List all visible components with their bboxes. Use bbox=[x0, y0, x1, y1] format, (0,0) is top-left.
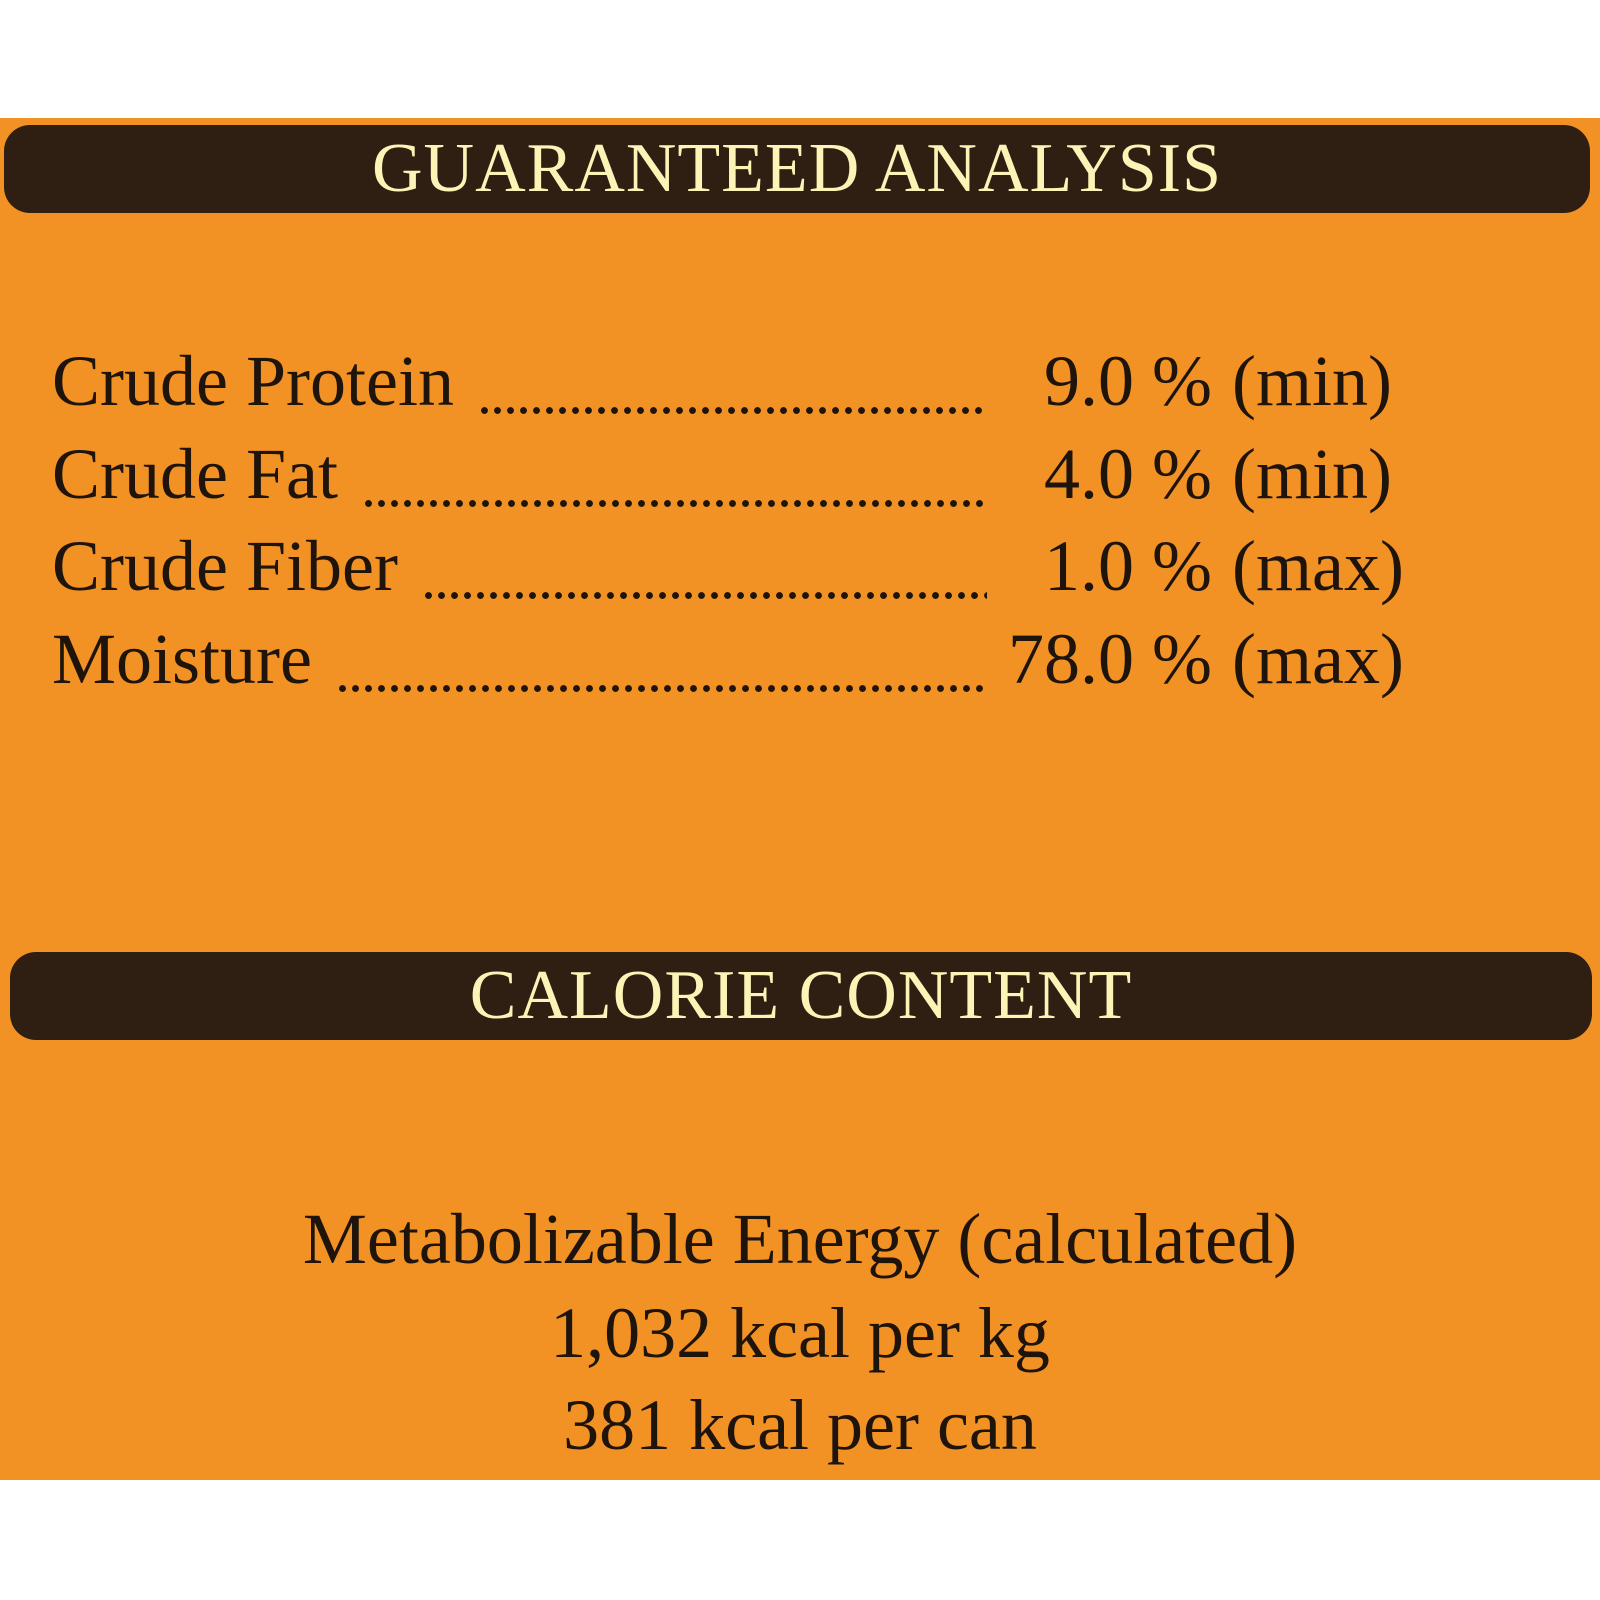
nutrient-qualifier: (min) bbox=[1232, 434, 1392, 514]
section-header: CALORIE CONTENT bbox=[10, 952, 1592, 1040]
nutrient-qualifier: (max) bbox=[1232, 619, 1404, 699]
leader-dots bbox=[335, 618, 987, 710]
nutrient-label: Crude Fiber bbox=[52, 526, 398, 606]
analysis-row: Crude Fiber 1.0 % (max) bbox=[52, 525, 1432, 617]
nutrient-value: 1.0 % bbox=[1044, 526, 1212, 606]
nutrient-value: 9.0 % bbox=[1044, 341, 1212, 421]
leader-dots bbox=[477, 340, 987, 432]
nutrient-value: 4.0 % bbox=[1044, 434, 1212, 514]
nutrient-qualifier: (max) bbox=[1232, 526, 1404, 606]
section-title: GUARANTEED ANALYSIS bbox=[371, 130, 1223, 207]
analysis-row: Crude Fat 4.0 % (min) bbox=[52, 433, 1432, 525]
nutrient-qualifier: (min) bbox=[1232, 341, 1392, 421]
leader-dots bbox=[361, 433, 987, 525]
nutrient-label: Crude Fat bbox=[52, 434, 338, 514]
analysis-row: Moisture 78.0 % (max) bbox=[52, 618, 1432, 710]
calorie-line: Metabolizable Energy (calculated) bbox=[302, 1199, 1298, 1279]
nutrient-label: Moisture bbox=[52, 619, 312, 699]
section-header: GUARANTEED ANALYSIS bbox=[4, 125, 1590, 213]
calorie-line: 1,032 kcal per kg bbox=[550, 1293, 1050, 1373]
section-title: CALORIE CONTENT bbox=[469, 957, 1133, 1034]
calorie-line: 381 kcal per can bbox=[563, 1385, 1037, 1465]
nutrient-value: 78.0 % bbox=[1008, 619, 1212, 699]
analysis-row: Crude Protein 9.0 % (min) bbox=[52, 340, 1432, 432]
nutrient-label: Crude Protein bbox=[52, 341, 454, 421]
leader-dots bbox=[421, 525, 987, 617]
